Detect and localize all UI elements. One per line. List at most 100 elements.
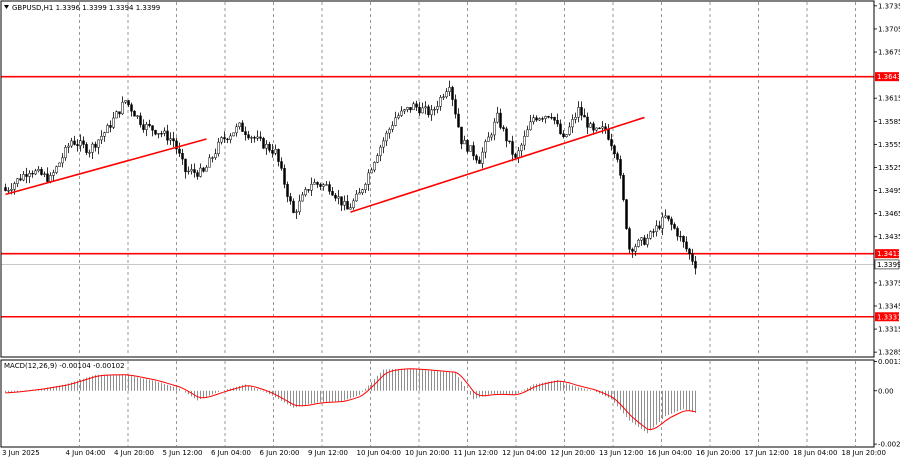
candle-body: [193, 169, 196, 173]
x-tick-label: 6 Jun 04:00: [211, 449, 251, 457]
candle-body: [436, 106, 439, 110]
candle-body: [421, 107, 424, 114]
level-label: 1.3413: [877, 250, 900, 258]
candle-body: [55, 166, 58, 173]
candle-body: [328, 184, 331, 192]
candle-body: [631, 248, 634, 252]
price-axis: 1.3735 1.3705 1.3675 1.3615 1.3585 1.3555 1.35…: [874, 2, 900, 357]
candle-body: [511, 141, 514, 155]
candle-body: [121, 101, 124, 115]
candle-body: [610, 139, 613, 147]
x-tick-label: 9 Jun 12:00: [308, 449, 348, 457]
candle-body: [616, 153, 619, 160]
x-tick-label: 5 Jun 12:00: [163, 449, 203, 457]
time-axis: 3 Jun 2025 4 Jun 04:00 4 Jun 20:00 5 Jun 12…: [2, 449, 886, 457]
candle-body: [451, 87, 454, 100]
x-tick-label: 13 Jun 12:00: [599, 449, 643, 457]
candle-body: [115, 111, 118, 119]
candle-body: [322, 184, 325, 187]
x-tick-label: 6 Jun 20:00: [260, 449, 300, 457]
candle-body: [637, 239, 640, 247]
caret-down-icon[interactable]: [4, 5, 9, 9]
candle-body: [73, 140, 76, 145]
level-label: 1.3331: [877, 313, 900, 321]
candle-body: [67, 145, 70, 148]
candle-body: [337, 196, 340, 199]
candle-body: [97, 139, 100, 148]
candle-body: [40, 168, 43, 175]
candle-body: [85, 144, 88, 153]
candle-body: [565, 134, 568, 137]
candle-body: [568, 126, 571, 135]
candle-body: [58, 162, 61, 167]
candle-body: [655, 225, 658, 233]
candle-body: [445, 91, 448, 98]
candle-body: [388, 129, 391, 134]
candle-body: [259, 136, 262, 139]
candle-body: [442, 96, 445, 98]
candle-body: [235, 126, 238, 134]
candle-body: [379, 146, 382, 156]
candle-body: [409, 107, 412, 111]
candle-body: [37, 168, 40, 172]
candle-body: [643, 237, 646, 245]
candle-body: [310, 184, 313, 191]
candle-body: [592, 123, 595, 131]
candle-body: [262, 138, 265, 149]
candle-body: [223, 137, 226, 140]
x-tick-label: 16 Jun 04:00: [648, 449, 692, 457]
x-tick-label: 10 Jun 20:00: [405, 449, 449, 457]
candlestick-series: [4, 80, 697, 275]
candle-body: [499, 112, 502, 128]
candle-body: [196, 172, 199, 177]
candle-body: [352, 200, 355, 208]
candle-body: [694, 261, 697, 269]
candle-body: [247, 134, 250, 139]
candle-body: [331, 191, 334, 196]
candle-body: [583, 115, 586, 118]
candle-body: [172, 138, 175, 142]
candle-body: [412, 103, 415, 111]
candle-body: [508, 140, 511, 142]
candle-body: [211, 157, 214, 159]
trendline: [350, 116, 645, 213]
candle-body: [574, 116, 577, 120]
x-tick-label: 17 Jun 12:00: [745, 449, 789, 457]
candle-body: [478, 159, 481, 164]
candle-body: [109, 125, 112, 128]
candle-body: [133, 110, 136, 117]
candle-body: [562, 133, 565, 137]
candle-body: [418, 106, 421, 114]
candle-body: [340, 196, 343, 206]
candle-body: [691, 253, 694, 262]
candle-body: [106, 125, 109, 133]
candle-body: [685, 241, 688, 250]
y-tick-label: 1.3675: [878, 49, 900, 57]
candle-body: [661, 216, 664, 229]
candle-body: [376, 155, 379, 163]
x-tick-label: 18 Jun 04:00: [793, 449, 837, 457]
candle-body: [538, 118, 541, 121]
y-tick-label: 1.3285: [878, 349, 900, 357]
candle-body: [367, 172, 370, 185]
trendlines: [5, 116, 645, 213]
candle-body: [391, 125, 394, 130]
candle-body: [220, 137, 223, 143]
candle-body: [280, 161, 283, 169]
candle-body: [307, 189, 310, 191]
candle-body: [256, 136, 259, 139]
candle-body: [361, 189, 364, 193]
candle-body: [553, 117, 556, 121]
candle-body: [373, 162, 376, 171]
current-price-box: [874, 259, 900, 270]
macd-y-tick-label: 0.00: [878, 387, 894, 395]
y-tick-label: 1.3435: [878, 233, 900, 241]
candle-body: [289, 196, 292, 202]
y-tick-label: 1.3375: [878, 279, 900, 287]
candle-body: [226, 138, 229, 141]
macd-y-tick-label: -0.00251: [878, 441, 900, 449]
candle-body: [298, 200, 301, 213]
candle-body: [658, 225, 661, 229]
